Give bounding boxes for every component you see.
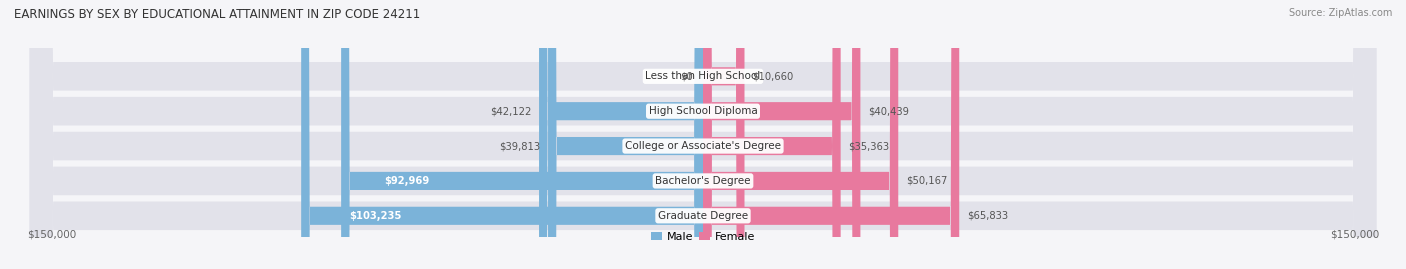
Text: Source: ZipAtlas.com: Source: ZipAtlas.com [1288, 8, 1392, 18]
FancyBboxPatch shape [548, 0, 703, 269]
Text: Less than High School: Less than High School [645, 71, 761, 81]
FancyBboxPatch shape [342, 0, 703, 269]
FancyBboxPatch shape [703, 0, 841, 269]
Text: Graduate Degree: Graduate Degree [658, 211, 748, 221]
FancyBboxPatch shape [30, 0, 1376, 269]
Legend: Male, Female: Male, Female [647, 227, 759, 246]
Text: $65,833: $65,833 [967, 211, 1008, 221]
Text: $150,000: $150,000 [1330, 230, 1379, 240]
Text: EARNINGS BY SEX BY EDUCATIONAL ATTAINMENT IN ZIP CODE 24211: EARNINGS BY SEX BY EDUCATIONAL ATTAINMEN… [14, 8, 420, 21]
FancyBboxPatch shape [30, 0, 1376, 269]
Text: College or Associate's Degree: College or Associate's Degree [626, 141, 780, 151]
Text: $40,439: $40,439 [868, 106, 910, 116]
Text: $50,167: $50,167 [905, 176, 948, 186]
FancyBboxPatch shape [30, 0, 1376, 269]
FancyBboxPatch shape [703, 0, 959, 269]
FancyBboxPatch shape [30, 0, 1376, 269]
FancyBboxPatch shape [301, 0, 703, 269]
FancyBboxPatch shape [703, 0, 860, 269]
Text: $150,000: $150,000 [27, 230, 76, 240]
Text: $0: $0 [681, 71, 693, 81]
Text: $42,122: $42,122 [489, 106, 531, 116]
FancyBboxPatch shape [703, 0, 745, 269]
FancyBboxPatch shape [538, 0, 703, 269]
Text: $92,969: $92,969 [385, 176, 430, 186]
Text: Bachelor's Degree: Bachelor's Degree [655, 176, 751, 186]
FancyBboxPatch shape [30, 0, 1376, 269]
Text: $39,813: $39,813 [499, 141, 540, 151]
Text: $10,660: $10,660 [752, 71, 793, 81]
Text: $35,363: $35,363 [848, 141, 890, 151]
Text: $103,235: $103,235 [350, 211, 402, 221]
FancyBboxPatch shape [703, 0, 898, 269]
Text: High School Diploma: High School Diploma [648, 106, 758, 116]
